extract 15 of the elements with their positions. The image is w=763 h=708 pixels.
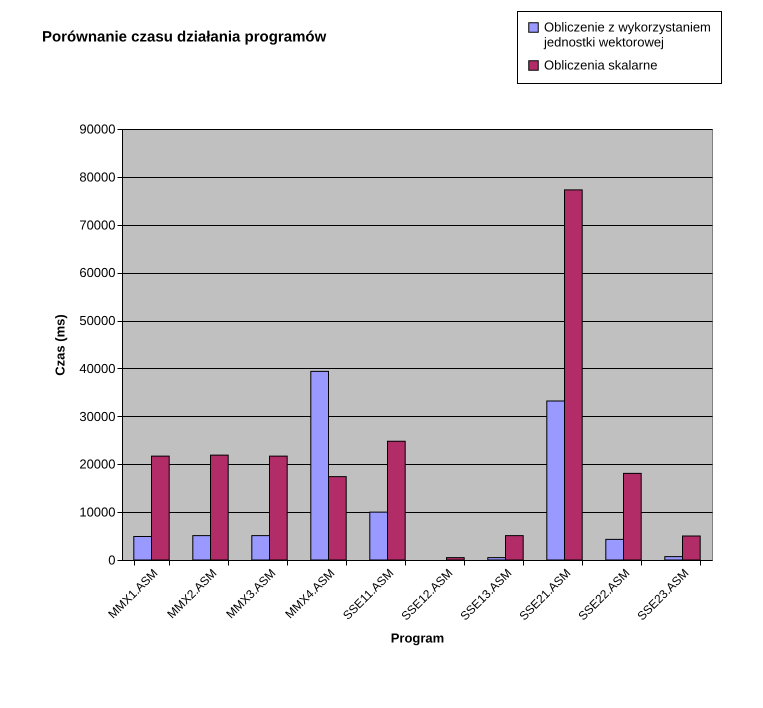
legend-label: Obliczenia skalarne bbox=[544, 58, 658, 72]
y-tick-label: 0 bbox=[108, 552, 116, 568]
y-tick-label: 10000 bbox=[79, 504, 116, 520]
y-axis-title: Czas (ms) bbox=[52, 314, 68, 376]
y-tick-label: 80000 bbox=[79, 169, 116, 184]
y-tick-label: 40000 bbox=[79, 360, 116, 376]
y-tick-label: 20000 bbox=[79, 456, 116, 472]
y-tick-label: 90000 bbox=[79, 122, 116, 136]
y-tick-label: 30000 bbox=[79, 408, 116, 424]
y-tick-label: 60000 bbox=[79, 265, 116, 280]
legend-label: Obliczenie z wykorzystaniem jednostki wektorowej bbox=[543, 20, 711, 50]
chart-title: Porównanie czasu działania programów bbox=[42, 28, 327, 46]
x-axis-title: Program bbox=[390, 630, 444, 646]
y-tick-label: 70000 bbox=[79, 217, 116, 232]
y-tick-label: 50000 bbox=[79, 313, 116, 328]
